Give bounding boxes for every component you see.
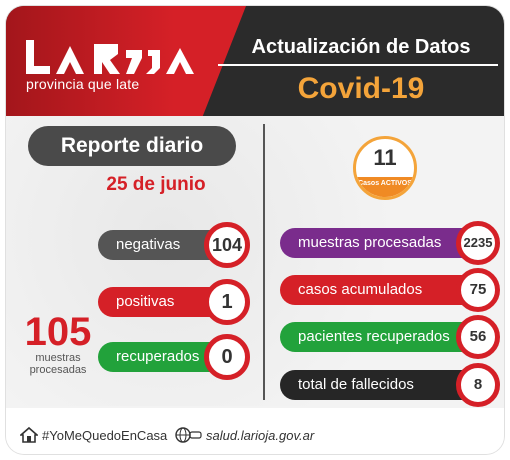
la-rioja-logo-mark	[26, 40, 194, 74]
value-text: 0	[221, 346, 233, 368]
pill-casos-acumulados: casos acumulados	[280, 275, 478, 305]
web-icon	[174, 426, 202, 449]
pill-label: muestras procesadas	[298, 234, 442, 251]
header-subtitle: Covid-19	[297, 72, 425, 105]
infographic-card: provincia que late Actualización de Dato…	[6, 6, 504, 454]
value-text: 8	[473, 376, 483, 393]
hashtag-text: #YoMeQuedoEnCasa	[42, 428, 168, 443]
logo-subtitle: provincia que late	[26, 76, 140, 92]
total-samples-label: muestras procesadas	[29, 352, 87, 376]
pill-label: casos acumulados	[298, 281, 423, 298]
header: provincia que late Actualización de Dato…	[6, 6, 504, 116]
value-text: 1	[221, 291, 233, 313]
active-cases-label: Casos ACTIVOS	[356, 177, 414, 197]
active-cases-value: 11	[373, 145, 397, 170]
pill-muestras-procesadas: muestras procesadas	[280, 228, 478, 258]
website-link[interactable]: salud.larioja.gov.ar	[206, 428, 315, 443]
column-divider	[263, 124, 265, 400]
pill-pacientes-recuperados: pacientes recuperados	[280, 322, 478, 352]
value-negativas: 104	[204, 222, 250, 268]
header-red-panel	[6, 6, 246, 116]
value-total-fallecidos: 8	[456, 363, 500, 407]
report-date: 25 de junio	[106, 174, 206, 195]
footer	[6, 408, 504, 454]
value-positivas: 1	[204, 279, 250, 325]
value-text: 104	[211, 235, 243, 255]
total-samples-value: 105	[24, 310, 92, 354]
header-divider	[218, 64, 498, 66]
value-muestras-procesadas: 2235	[456, 221, 500, 265]
value-text: 2235	[463, 235, 493, 250]
pill-label: recuperados	[116, 348, 200, 365]
value-recuperados: 0	[204, 334, 250, 380]
value-pacientes-recuperados: 56	[456, 315, 500, 359]
pill-total-fallecidos: total de fallecidos	[280, 370, 478, 400]
daily-report-heading: Reporte diario	[28, 126, 236, 166]
active-cases-badge: 11 Casos ACTIVOS	[353, 136, 417, 200]
pill-label: pacientes recuperados	[298, 328, 450, 345]
la-rioja-logo	[26, 40, 196, 74]
pill-label: negativas	[116, 236, 181, 253]
pill-label: positivas	[116, 293, 175, 310]
value-casos-acumulados: 75	[456, 268, 500, 312]
pill-label: total de fallecidos	[298, 376, 414, 393]
value-text: 56	[469, 328, 487, 345]
home-icon	[18, 426, 40, 449]
value-text: 75	[469, 281, 487, 298]
header-title: Actualización de Datos	[251, 36, 471, 58]
